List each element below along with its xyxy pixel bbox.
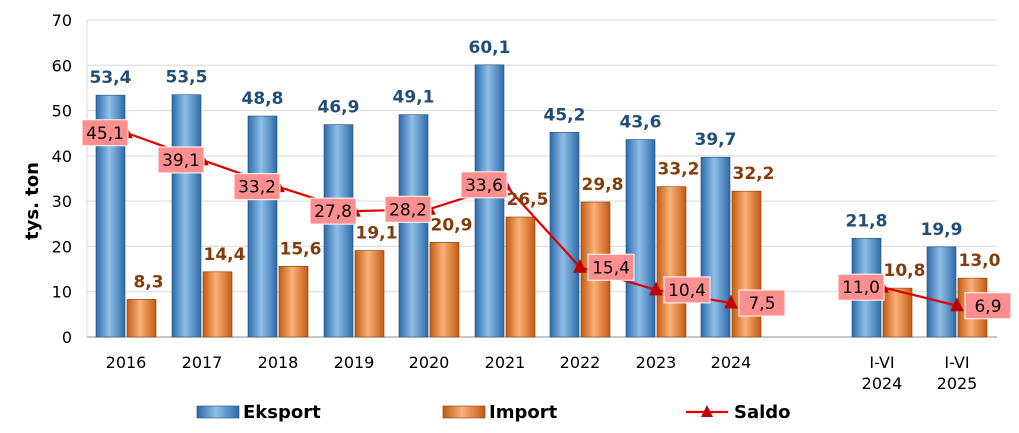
- data-label-import: 13,0: [959, 251, 1001, 271]
- data-label-saldo: 6,9: [974, 297, 1001, 317]
- data-label-import: 29,8: [582, 175, 624, 195]
- bar-import: [126, 299, 157, 338]
- bar-import: [354, 250, 385, 338]
- data-label-import: 32,2: [733, 164, 775, 184]
- x-tick-label: 2025: [937, 374, 978, 393]
- data-label-saldo: 45,1: [86, 124, 124, 144]
- bar-eksport: [926, 246, 957, 338]
- data-label-import: 20,9: [431, 215, 473, 235]
- y-tick-label: 70: [52, 11, 72, 30]
- x-tick-label: 2023: [636, 353, 677, 372]
- data-label-saldo: 10,4: [668, 281, 706, 301]
- saldo-marker: [724, 294, 738, 309]
- saldo-marker: [649, 281, 663, 296]
- bar-eksport: [398, 114, 429, 338]
- data-label-eksport: 49,1: [393, 88, 435, 108]
- data-label-box-saldo: [587, 253, 635, 281]
- bar-import: [505, 216, 536, 338]
- y-tick-label: 50: [52, 102, 72, 121]
- y-axis-label: tys. ton: [22, 162, 43, 240]
- bar-import: [278, 266, 309, 338]
- data-label-box-saldo: [384, 195, 432, 223]
- data-label-eksport: 46,9: [318, 98, 360, 118]
- data-label-import: 10,8: [884, 261, 926, 281]
- data-label-eksport: 60,1: [469, 38, 511, 58]
- data-label-eksport: 39,7: [695, 130, 737, 150]
- data-label-box-saldo: [309, 197, 357, 225]
- data-label-box-saldo: [157, 146, 205, 174]
- data-label-box-saldo: [964, 292, 1012, 320]
- bar-import: [656, 186, 687, 338]
- x-tick-label: 2021: [485, 353, 526, 372]
- bar-import: [202, 271, 233, 338]
- data-label-eksport: 53,4: [90, 68, 132, 88]
- saldo-marker: [573, 259, 587, 273]
- data-label-import: 15,6: [280, 239, 322, 259]
- data-label-saldo: 33,6: [465, 176, 503, 196]
- bar-eksport: [323, 124, 354, 338]
- bar-eksport: [474, 64, 505, 338]
- data-label-eksport: 19,9: [921, 220, 963, 240]
- bar-eksport: [625, 139, 656, 338]
- data-label-eksport: 48,8: [242, 89, 284, 109]
- bar-import: [882, 287, 913, 338]
- y-tick-label: 0: [62, 328, 72, 347]
- legend-label: Eksport: [243, 402, 321, 423]
- legend-label: Import: [489, 402, 558, 423]
- bar-import: [429, 242, 460, 338]
- x-tick-label: 2024: [711, 353, 752, 372]
- y-tick-label: 60: [52, 56, 72, 75]
- data-label-saldo: 7,5: [748, 294, 775, 314]
- data-label-import: 33,2: [658, 160, 700, 180]
- y-tick-label: 30: [52, 192, 72, 211]
- data-label-box-saldo: [460, 171, 508, 199]
- saldo-marker: [950, 297, 964, 312]
- data-label-import: 19,1: [356, 224, 398, 244]
- data-label-saldo: 39,1: [162, 151, 200, 171]
- x-tick-label: 2019: [334, 353, 375, 372]
- y-tick-label: 20: [52, 237, 72, 256]
- data-label-saldo: 15,4: [592, 258, 630, 278]
- bar-eksport: [700, 156, 731, 338]
- data-label-box-saldo: [663, 276, 711, 304]
- data-label-saldo: 28,2: [389, 200, 427, 220]
- data-label-import: 14,4: [204, 245, 246, 265]
- data-label-eksport: 45,2: [544, 105, 586, 125]
- data-label-saldo: 11,0: [842, 278, 880, 298]
- x-tick-label: 2018: [258, 353, 299, 372]
- y-tick-label: 10: [52, 283, 72, 302]
- y-tick-label: 40: [52, 147, 72, 166]
- bar-eksport: [549, 132, 580, 338]
- data-label-box-saldo: [837, 273, 885, 301]
- x-tick-label: I-VI: [944, 353, 969, 372]
- x-tick-label: 2022: [560, 353, 601, 372]
- legend-label: Saldo: [734, 402, 791, 423]
- bar-eksport: [247, 115, 278, 338]
- data-label-saldo: 27,8: [314, 202, 352, 222]
- legend: Eksport Import Saldo: [196, 402, 791, 423]
- x-tick-label: 2020: [409, 353, 450, 372]
- x-tick-label: 2024: [862, 374, 903, 393]
- x-tick-label: 2016: [106, 353, 147, 372]
- data-label-eksport: 43,6: [620, 113, 662, 133]
- legend-swatch: [196, 405, 240, 419]
- data-label-box-saldo: [81, 119, 129, 147]
- data-label-eksport: 21,8: [846, 211, 888, 231]
- legend-swatch: [442, 405, 486, 419]
- legend-marker: [701, 405, 713, 417]
- saldo-line: [881, 286, 958, 307]
- data-label-box-saldo: [738, 289, 786, 317]
- bar-eksport: [171, 94, 202, 338]
- data-label-import: 26,5: [507, 190, 549, 210]
- data-label-import: 8,3: [133, 272, 163, 292]
- x-tick-label: 2017: [182, 353, 223, 372]
- data-label-eksport: 53,5: [166, 68, 208, 88]
- x-tick-label: I-VI: [869, 353, 894, 372]
- data-label-box-saldo: [233, 173, 281, 201]
- data-label-saldo: 33,2: [238, 178, 276, 198]
